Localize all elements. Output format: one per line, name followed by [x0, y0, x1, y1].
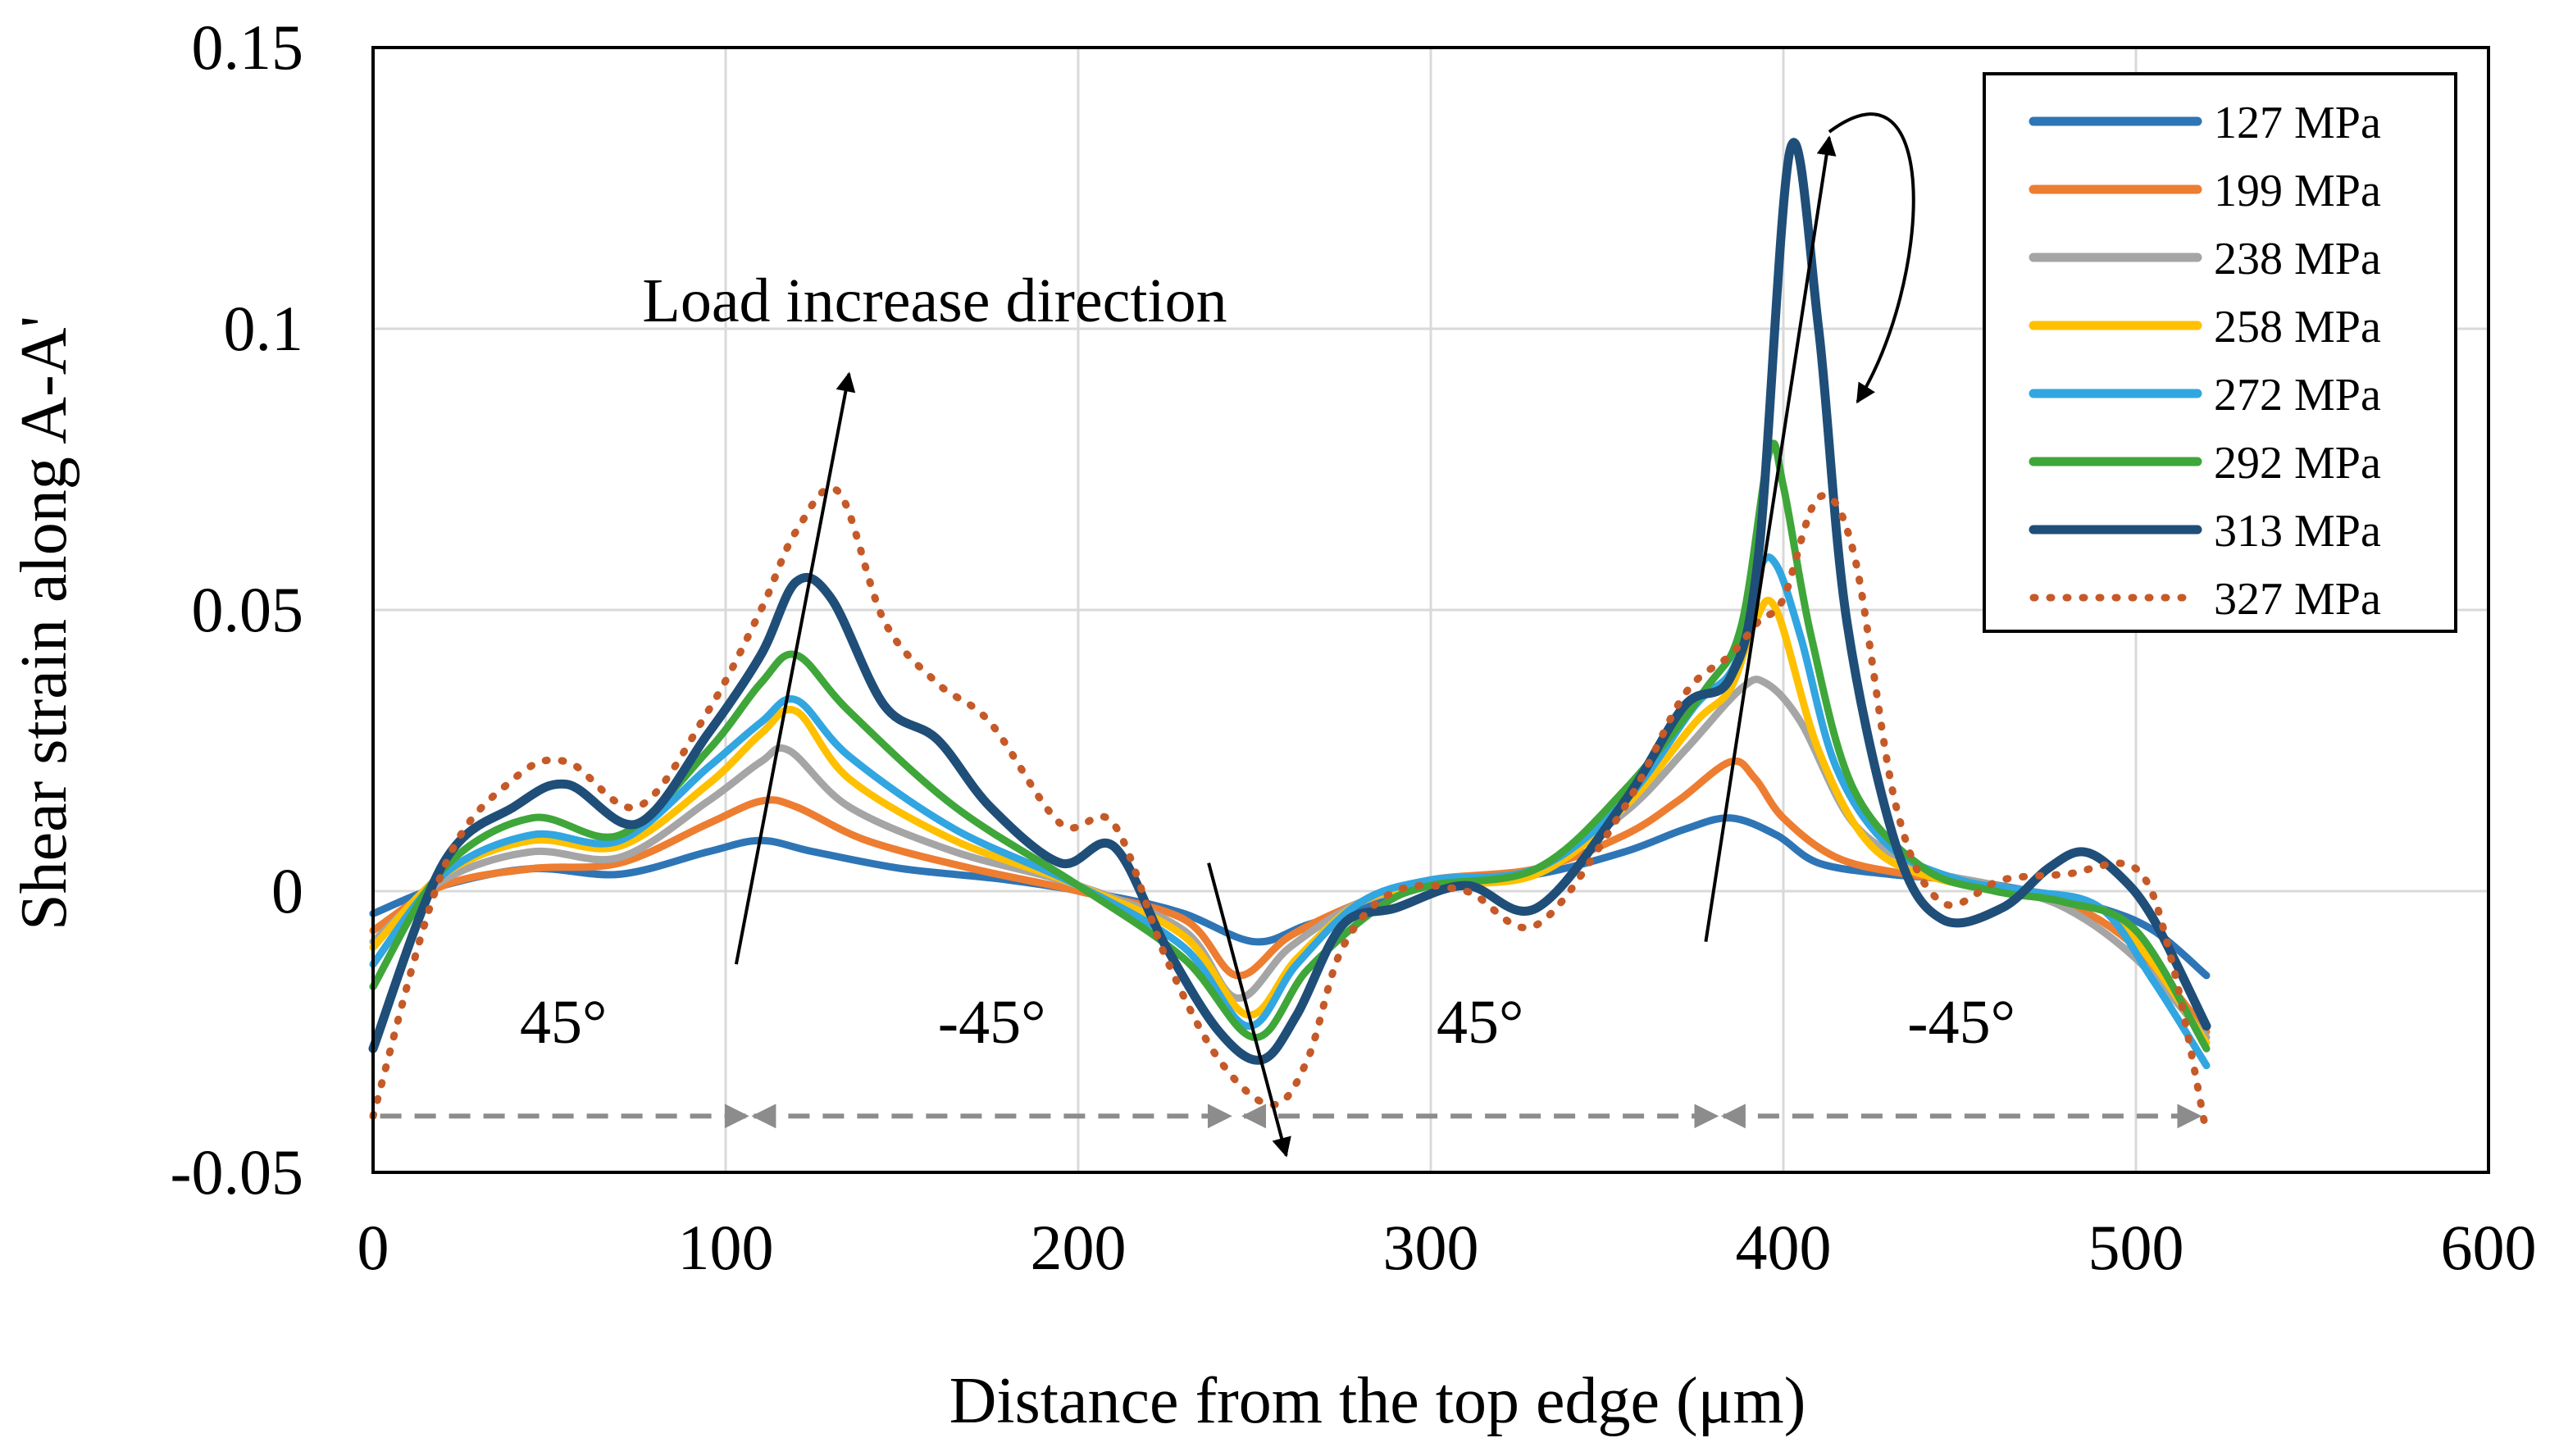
load-arrow [1704, 135, 1837, 943]
legend-label: 313 MPa [2214, 506, 2381, 557]
y-tick-label: 0 [271, 855, 303, 926]
x-tick-label: 500 [2088, 1212, 2184, 1283]
series-line-238-mpa [369, 676, 2211, 1041]
ply-angle-label: -45° [938, 988, 1046, 1057]
legend-label: 238 MPa [2214, 234, 2381, 284]
load-direction-label: Load increase direction [642, 266, 1227, 335]
y-tick-label: -0.05 [171, 1136, 303, 1208]
series-line-292-mpa [369, 439, 2211, 1053]
ply-angle-label: -45° [1907, 988, 2015, 1057]
tick-layer: 0 100 200 300 400 500 600 -0.05 0 0.05 0.1 0.15 [171, 11, 2537, 1283]
y-tick-label: 0.1 [224, 293, 304, 364]
annotation-layer: Load increase direction 45° -45° 45° -45° [380, 112, 2202, 1158]
series-line-313-mpa [368, 138, 2211, 1065]
legend-label: 199 MPa [2214, 166, 2381, 216]
ply-angle-label: 45° [1437, 988, 1523, 1057]
y-axis-title: Shear strain along A-A' [8, 316, 80, 930]
legend-box [1983, 72, 2457, 633]
legend-label: 127 MPa [2214, 98, 2381, 148]
legend-label: 292 MPa [2214, 438, 2381, 489]
series-layer [368, 138, 2211, 1137]
x-tick-label: 600 [2441, 1212, 2537, 1283]
y-tick-label: 0.05 [192, 574, 304, 645]
x-tick-label: 100 [678, 1212, 774, 1283]
series-line-327-mpa [369, 485, 2211, 1137]
legend-label: 327 MPa [2214, 574, 2381, 625]
legend-label: 258 MPa [2214, 302, 2381, 353]
x-axis-title: Distance from the top edge (μm) [949, 1365, 1806, 1437]
y-tick-label: 0.15 [192, 11, 304, 83]
x-tick-label: 200 [1031, 1212, 1127, 1283]
ply-angle-label: 45° [520, 988, 607, 1057]
legend: 127 MPa 199 MPa 238 MPa 258 MPa 272 MPa 292 M… [1983, 72, 2457, 633]
legend-label: 272 MPa [2214, 370, 2381, 421]
x-tick-label: 0 [357, 1212, 389, 1283]
x-tick-label: 300 [1383, 1212, 1479, 1283]
load-arrow [734, 371, 856, 965]
x-tick-label: 400 [1736, 1212, 1832, 1283]
plot-frame [371, 46, 2490, 1174]
peak-curved-arrow [1828, 112, 1915, 404]
